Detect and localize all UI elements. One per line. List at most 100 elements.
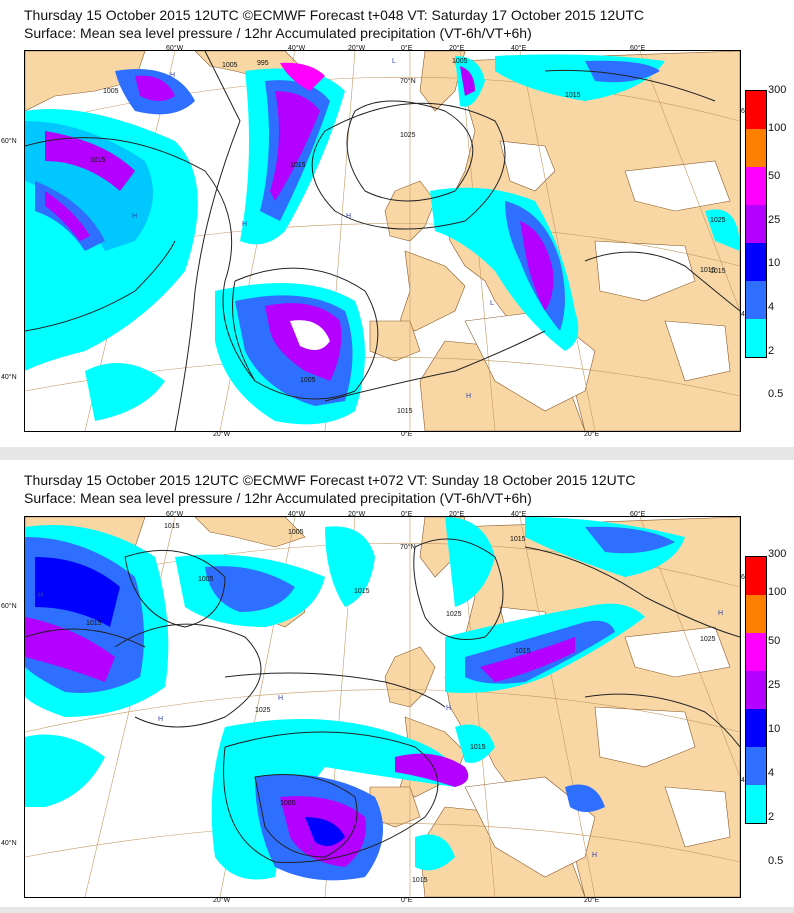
isobar-label: 1025	[400, 132, 416, 139]
high-pressure-centre: H	[446, 705, 452, 712]
longitude-label-top: 20°E	[449, 45, 465, 52]
isobar-lines	[25, 538, 740, 863]
high-pressure-centre: H	[132, 213, 138, 220]
isobar-label: 1025	[700, 636, 716, 643]
panel-title-line1: Thursday 15 October 2015 12UTC ©ECMWF Fo…	[24, 7, 644, 23]
longitude-label-bottom: 20°W	[213, 431, 231, 438]
panel-title-line1: Thursday 15 October 2015 12UTC ©ECMWF Fo…	[24, 472, 636, 488]
forecast-panel-t048: Thursday 15 October 2015 12UTC ©ECMWF Fo…	[0, 0, 794, 447]
legend-swatch	[746, 785, 766, 823]
isobar-label: 1015	[710, 268, 726, 275]
isobar-label: 1005	[198, 576, 214, 583]
forecast-map	[24, 516, 741, 898]
legend-swatch	[746, 633, 766, 671]
isobar-label: 1005	[300, 377, 316, 384]
legend-swatch	[746, 167, 766, 205]
isobar-label: 1015	[290, 162, 306, 169]
longitude-label-bottom: 20°E	[584, 431, 600, 438]
legend-tick: 25	[768, 214, 781, 226]
legend-tick: 100	[768, 122, 787, 134]
bottom-separator	[0, 907, 794, 913]
longitude-label-top: 20°W	[348, 45, 366, 52]
high-pressure-centre: H	[346, 213, 352, 220]
high-pressure-centre: H	[718, 610, 724, 617]
legend-swatch	[746, 747, 766, 785]
isobar-label: 1005	[103, 88, 119, 95]
isobar-label: 1015	[164, 523, 180, 530]
precipitation-layer	[25, 517, 685, 881]
low-pressure-centre: L	[310, 844, 314, 851]
longitude-label-top: 40°E	[511, 511, 527, 518]
isobar-label: 1025	[446, 611, 462, 618]
latitude-label-right: 4	[741, 777, 745, 784]
longitude-label-top: 60°E	[630, 45, 646, 52]
isobar-label: 1005	[288, 529, 304, 536]
longitude-label-top: 40°W	[288, 45, 306, 52]
legend-swatch	[746, 205, 766, 243]
longitude-label-top: 20°E	[449, 511, 465, 518]
legend-tick: 25	[768, 679, 781, 691]
longitude-label-top: 0°E	[401, 45, 413, 52]
high-pressure-centre: H	[466, 393, 472, 400]
legend-tick: 300	[768, 548, 787, 560]
forecast-panel-t072: Thursday 15 October 2015 12UTC ©ECMWF Fo…	[0, 460, 794, 907]
longitude-label-bottom: 0°E	[401, 897, 413, 904]
legend-swatch	[746, 129, 766, 167]
legend-tick: 2	[768, 345, 775, 357]
legend-swatch	[746, 281, 766, 319]
isobar-label: 1005	[452, 58, 468, 65]
longitude-label-bottom: 0°E	[401, 431, 413, 438]
inland-seas	[464, 606, 731, 878]
panel-separator	[0, 447, 794, 460]
latitude-label-right: 6	[741, 108, 745, 115]
map-canvas	[25, 51, 740, 431]
isobar-lines	[25, 51, 740, 431]
longitude-label-bottom: 20°W	[213, 897, 231, 904]
legend-swatch	[746, 319, 766, 357]
latitude-label-left: 40°N	[1, 840, 17, 847]
legend-tick: 300	[768, 84, 787, 96]
longitude-label-top: 40°W	[288, 511, 306, 518]
precipitation-layer	[25, 54, 740, 425]
legend-tick: 2	[768, 811, 775, 823]
low-pressure-centre: L	[490, 300, 494, 307]
high-pressure-centre: H	[278, 695, 284, 702]
isobar-label: 1015	[700, 267, 716, 274]
isobar-label: 995	[257, 60, 269, 67]
legend-tick: 50	[768, 170, 781, 182]
longitude-label-top: 20°W	[348, 511, 366, 518]
legend-tick: 10	[768, 723, 781, 735]
panel-title-line2: Surface: Mean sea level pressure / 12hr …	[24, 490, 532, 506]
high-pressure-centre: H	[38, 592, 44, 599]
low-pressure-centre: L	[392, 58, 396, 65]
isobar-label: 1015	[565, 92, 581, 99]
high-pressure-centre: H	[592, 852, 598, 859]
precipitation-legend	[745, 90, 767, 358]
map-canvas	[25, 517, 740, 897]
legend-tick: 10	[768, 257, 781, 269]
longitude-label-top: 60°W	[166, 511, 184, 518]
legend-tick: 4	[768, 301, 775, 313]
latitude-label-inner: 70°N	[400, 78, 416, 85]
legend-swatch	[746, 595, 766, 633]
latitude-label-right: 4	[741, 311, 745, 318]
legend-tick: 0.5	[768, 388, 784, 400]
isobar-label: 1015	[90, 157, 106, 164]
longitude-label-top: 40°E	[511, 45, 527, 52]
longitude-label-top: 60°W	[166, 45, 184, 52]
latitude-label-left: 60°N	[1, 138, 17, 145]
isobar-label: 1015	[515, 648, 531, 655]
legend-tick: 4	[768, 767, 775, 779]
isobar-label: 1015	[412, 877, 428, 884]
isobar-label: 1015	[470, 744, 486, 751]
legend-swatch	[746, 671, 766, 709]
isobar-label: 1015	[86, 620, 102, 627]
latitude-label-left: 60°N	[1, 603, 17, 610]
legend-swatch	[746, 91, 766, 129]
isobar-label: 1025	[255, 707, 271, 714]
isobar-label: 1005	[222, 62, 238, 69]
latitude-label-left: 40°N	[1, 374, 17, 381]
legend-tick: 0.5	[768, 855, 784, 867]
legend-swatch	[746, 557, 766, 595]
high-pressure-centre: H	[242, 221, 248, 228]
